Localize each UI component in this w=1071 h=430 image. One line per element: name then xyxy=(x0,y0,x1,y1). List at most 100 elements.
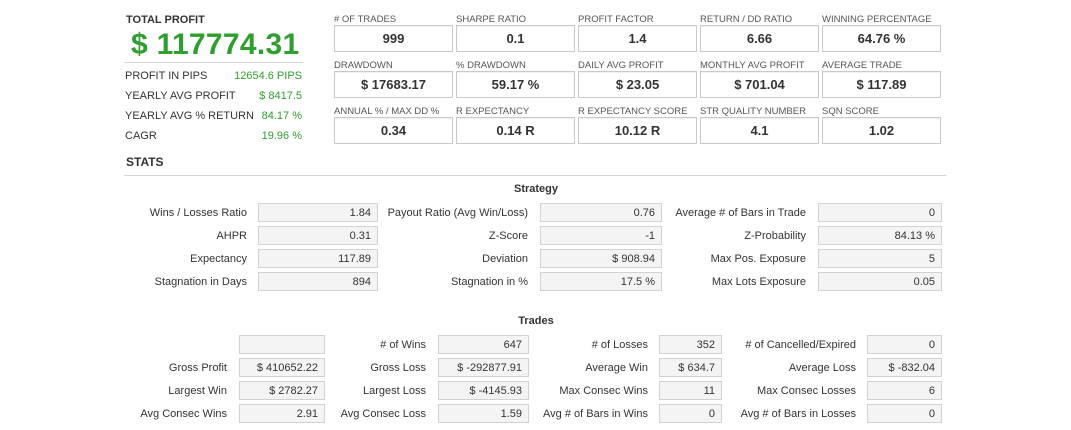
summary-row-profit-pips: PROFIT IN PIPS 12654.6 PIPS xyxy=(125,70,302,84)
metric-value-r-expectancy-score: 10.12 R xyxy=(578,117,697,144)
metric-label: % DRAWDOWN xyxy=(456,60,526,71)
summary-row-value: 19.96 % xyxy=(261,130,302,142)
metric-value-trades: 999 xyxy=(334,25,453,52)
strategy-label: Max Lots Exposure xyxy=(711,276,806,288)
trades-label: Largest Win xyxy=(168,385,227,397)
metric-value-str-quality: 4.1 xyxy=(700,117,819,144)
trades-label: # of Wins xyxy=(380,339,426,351)
strategy-label: Max Pos. Exposure xyxy=(710,253,806,265)
trades-label: Max Consec Wins xyxy=(559,385,648,397)
trades-label: Avg # of Bars in Wins xyxy=(543,408,648,420)
metric-value-winning-pct: 64.76 % xyxy=(822,25,941,52)
trades-value: 352 xyxy=(659,335,722,354)
trades-label: Avg # of Bars in Losses xyxy=(740,408,856,420)
trades-value: $ -292877.91 xyxy=(438,358,529,377)
trades-value-empty xyxy=(239,335,325,354)
strategy-value: 117.89 xyxy=(258,249,378,268)
summary-row-label: YEARLY AVG PROFIT xyxy=(125,90,236,102)
summary-divider xyxy=(124,62,303,63)
strategy-heading: Strategy xyxy=(513,183,559,195)
total-profit-value: $ 117774.31 xyxy=(131,28,300,61)
trades-value: $ 634.7 xyxy=(659,358,722,377)
trades-value: 1.59 xyxy=(438,404,529,423)
strategy-label: Z-Probability xyxy=(744,230,806,242)
metric-label: MONTHLY AVG PROFIT xyxy=(700,60,805,71)
trades-label: Avg Consec Loss xyxy=(340,408,426,420)
trades-heading: Trades xyxy=(518,315,554,327)
strategy-value: 84.13 % xyxy=(818,226,942,245)
trades-value: $ 410652.22 xyxy=(239,358,325,377)
metric-label: AVERAGE TRADE xyxy=(822,60,902,71)
strategy-value: 0.31 xyxy=(258,226,378,245)
metric-label: WINNING PERCENTAGE xyxy=(822,14,932,25)
metric-value-return-dd: 6.66 xyxy=(700,25,819,52)
strategy-value: 0.76 xyxy=(540,203,662,222)
strategy-label: Average # of Bars in Trade xyxy=(675,207,806,219)
trades-label: # of Losses xyxy=(591,339,648,351)
strategy-label: Z-Score xyxy=(488,230,528,242)
trades-value: $ 2782.27 xyxy=(239,381,325,400)
summary-row-value: $ 8417.5 xyxy=(259,90,302,102)
metric-label: RETURN / DD RATIO xyxy=(700,14,793,25)
metric-label: PROFIT FACTOR xyxy=(578,14,654,25)
strategy-value: 894 xyxy=(258,272,378,291)
summary-row-label: YEARLY AVG % RETURN xyxy=(125,110,254,122)
summary-row-label: PROFIT IN PIPS xyxy=(125,70,208,82)
strategy-label: Wins / Losses Ratio xyxy=(149,207,247,219)
metric-value-sqn-score: 1.02 xyxy=(822,117,941,144)
metric-value-drawdown: $ 17683.17 xyxy=(334,71,453,98)
trades-value: $ -4145.93 xyxy=(438,381,529,400)
metric-label: DRAWDOWN xyxy=(334,60,393,71)
metric-label: ANNUAL % / MAX DD % xyxy=(334,106,440,117)
summary-row-value: 84.17 % xyxy=(261,110,302,122)
total-profit-label: TOTAL PROFIT xyxy=(126,14,205,26)
metric-label: R EXPECTANCY xyxy=(456,106,530,117)
metric-label: SQN SCORE xyxy=(822,106,880,117)
summary-row-yearly-avg-profit: YEARLY AVG PROFIT $ 8417.5 xyxy=(125,90,302,104)
trades-label: Average Win xyxy=(585,362,648,374)
strategy-label: AHPR xyxy=(216,230,247,242)
strategy-value: $ 908.94 xyxy=(540,249,662,268)
stats-divider xyxy=(124,175,946,176)
strategy-label: Stagnation in Days xyxy=(154,276,247,288)
strategy-value: 5 xyxy=(818,249,942,268)
metric-label: DAILY AVG PROFIT xyxy=(578,60,664,71)
metric-value-average-trade: $ 117.89 xyxy=(822,71,941,98)
metric-value-pct-drawdown: 59.17 % xyxy=(456,71,575,98)
strategy-value: 1.84 xyxy=(258,203,378,222)
stats-heading: STATS xyxy=(126,155,164,169)
metric-value-sharpe: 0.1 xyxy=(456,25,575,52)
strategy-label: Stagnation in % xyxy=(450,276,528,288)
metric-label: SHARPE RATIO xyxy=(456,14,527,25)
trades-value: 0 xyxy=(867,404,942,423)
metric-label: R EXPECTANCY SCORE xyxy=(578,106,688,117)
summary-row-yearly-avg-return: YEARLY AVG % RETURN 84.17 % xyxy=(125,110,302,124)
summary-row-label: CAGR xyxy=(125,130,157,142)
trades-label: Avg Consec Wins xyxy=(140,408,227,420)
summary-row-cagr: CAGR 19.96 % xyxy=(125,130,302,144)
metric-value-profit-factor: 1.4 xyxy=(578,25,697,52)
trades-label: Largest Loss xyxy=(363,385,426,397)
strategy-value: 17.5 % xyxy=(540,272,662,291)
summary-row-value: 12654.6 PIPS xyxy=(234,70,302,82)
trades-label: Gross Loss xyxy=(370,362,426,374)
trades-value: 2.91 xyxy=(239,404,325,423)
strategy-label: Deviation xyxy=(482,253,528,265)
trades-label: # of Cancelled/Expired xyxy=(745,339,856,351)
strategy-value: 0 xyxy=(818,203,942,222)
metric-value-daily-avg: $ 23.05 xyxy=(578,71,697,98)
trades-value: $ -832.04 xyxy=(867,358,942,377)
trades-label: Max Consec Losses xyxy=(756,385,856,397)
trades-value: 6 xyxy=(867,381,942,400)
trades-value: 11 xyxy=(659,381,722,400)
metric-value-r-expectancy: 0.14 R xyxy=(456,117,575,144)
strategy-value: 0.05 xyxy=(818,272,942,291)
trades-label: Gross Profit xyxy=(168,362,227,374)
metric-value-annual-maxdd: 0.34 xyxy=(334,117,453,144)
strategy-label: Expectancy xyxy=(190,253,247,265)
strategy-label: Payout Ratio (Avg Win/Loss) xyxy=(387,207,528,219)
metric-label: # OF TRADES xyxy=(334,14,397,25)
metric-value-monthly-avg: $ 701.04 xyxy=(700,71,819,98)
strategy-value: -1 xyxy=(540,226,662,245)
trades-value: 647 xyxy=(438,335,529,354)
